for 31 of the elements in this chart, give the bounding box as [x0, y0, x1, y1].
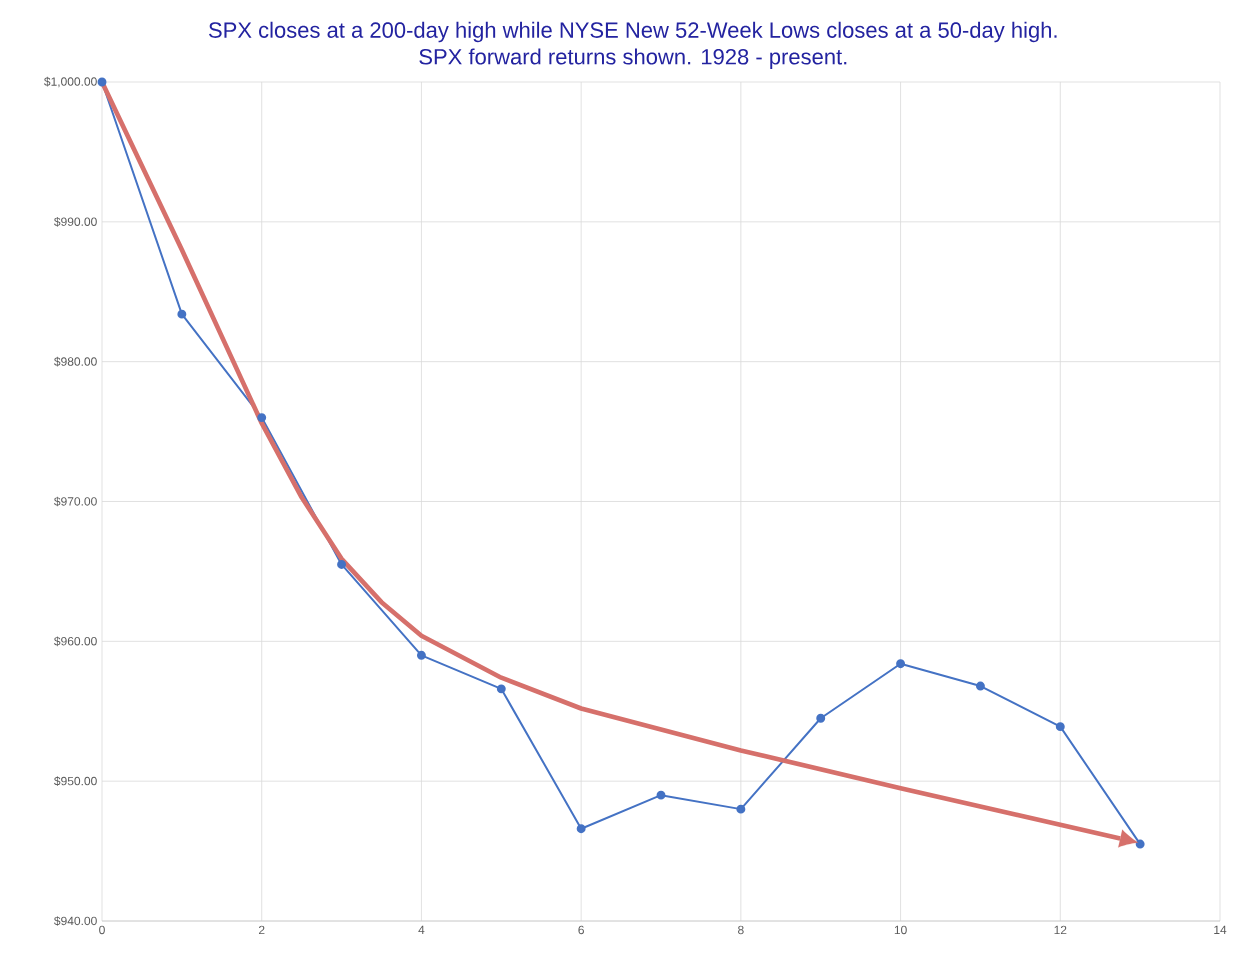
y-tick-label: $990.00 [54, 216, 97, 227]
point [896, 659, 906, 669]
y-tick-label: $970.00 [54, 496, 97, 507]
point [496, 684, 506, 694]
point [1055, 722, 1065, 732]
point [1135, 839, 1145, 849]
x-tick-label: 10 [894, 925, 907, 935]
y-tick-label: $980.00 [54, 356, 97, 367]
point [97, 77, 107, 87]
y-tick-label: $960.00 [54, 636, 97, 647]
x-tick-label: 6 [578, 925, 584, 935]
x-tick-label: 14 [1214, 925, 1227, 934]
point [736, 804, 746, 814]
chart-subtitle: SPX forward returns shown. 1928 - present. [419, 48, 847, 69]
point [416, 650, 426, 660]
x-tick-label: 4 [418, 925, 425, 934]
chart-title: SPX closes at a 200-day high while NYSE New 52-Week Lows closes at a 50-day high. [208, 21, 1057, 43]
point [257, 413, 267, 423]
x-tick-label: 0 [99, 925, 105, 935]
y-tick-label: $940.00 [54, 916, 97, 926]
x-tick-label: 2 [258, 925, 265, 935]
y-tick-label: $950.00 [54, 776, 97, 787]
point [576, 824, 586, 834]
x-tick-label: 12 [1054, 925, 1067, 935]
point [816, 713, 826, 723]
point [177, 309, 187, 319]
x-tick-label: 8 [738, 925, 744, 935]
point [975, 681, 985, 691]
point [337, 559, 347, 569]
point [656, 790, 666, 800]
y-tick-label: $1,000.00 [44, 76, 97, 88]
